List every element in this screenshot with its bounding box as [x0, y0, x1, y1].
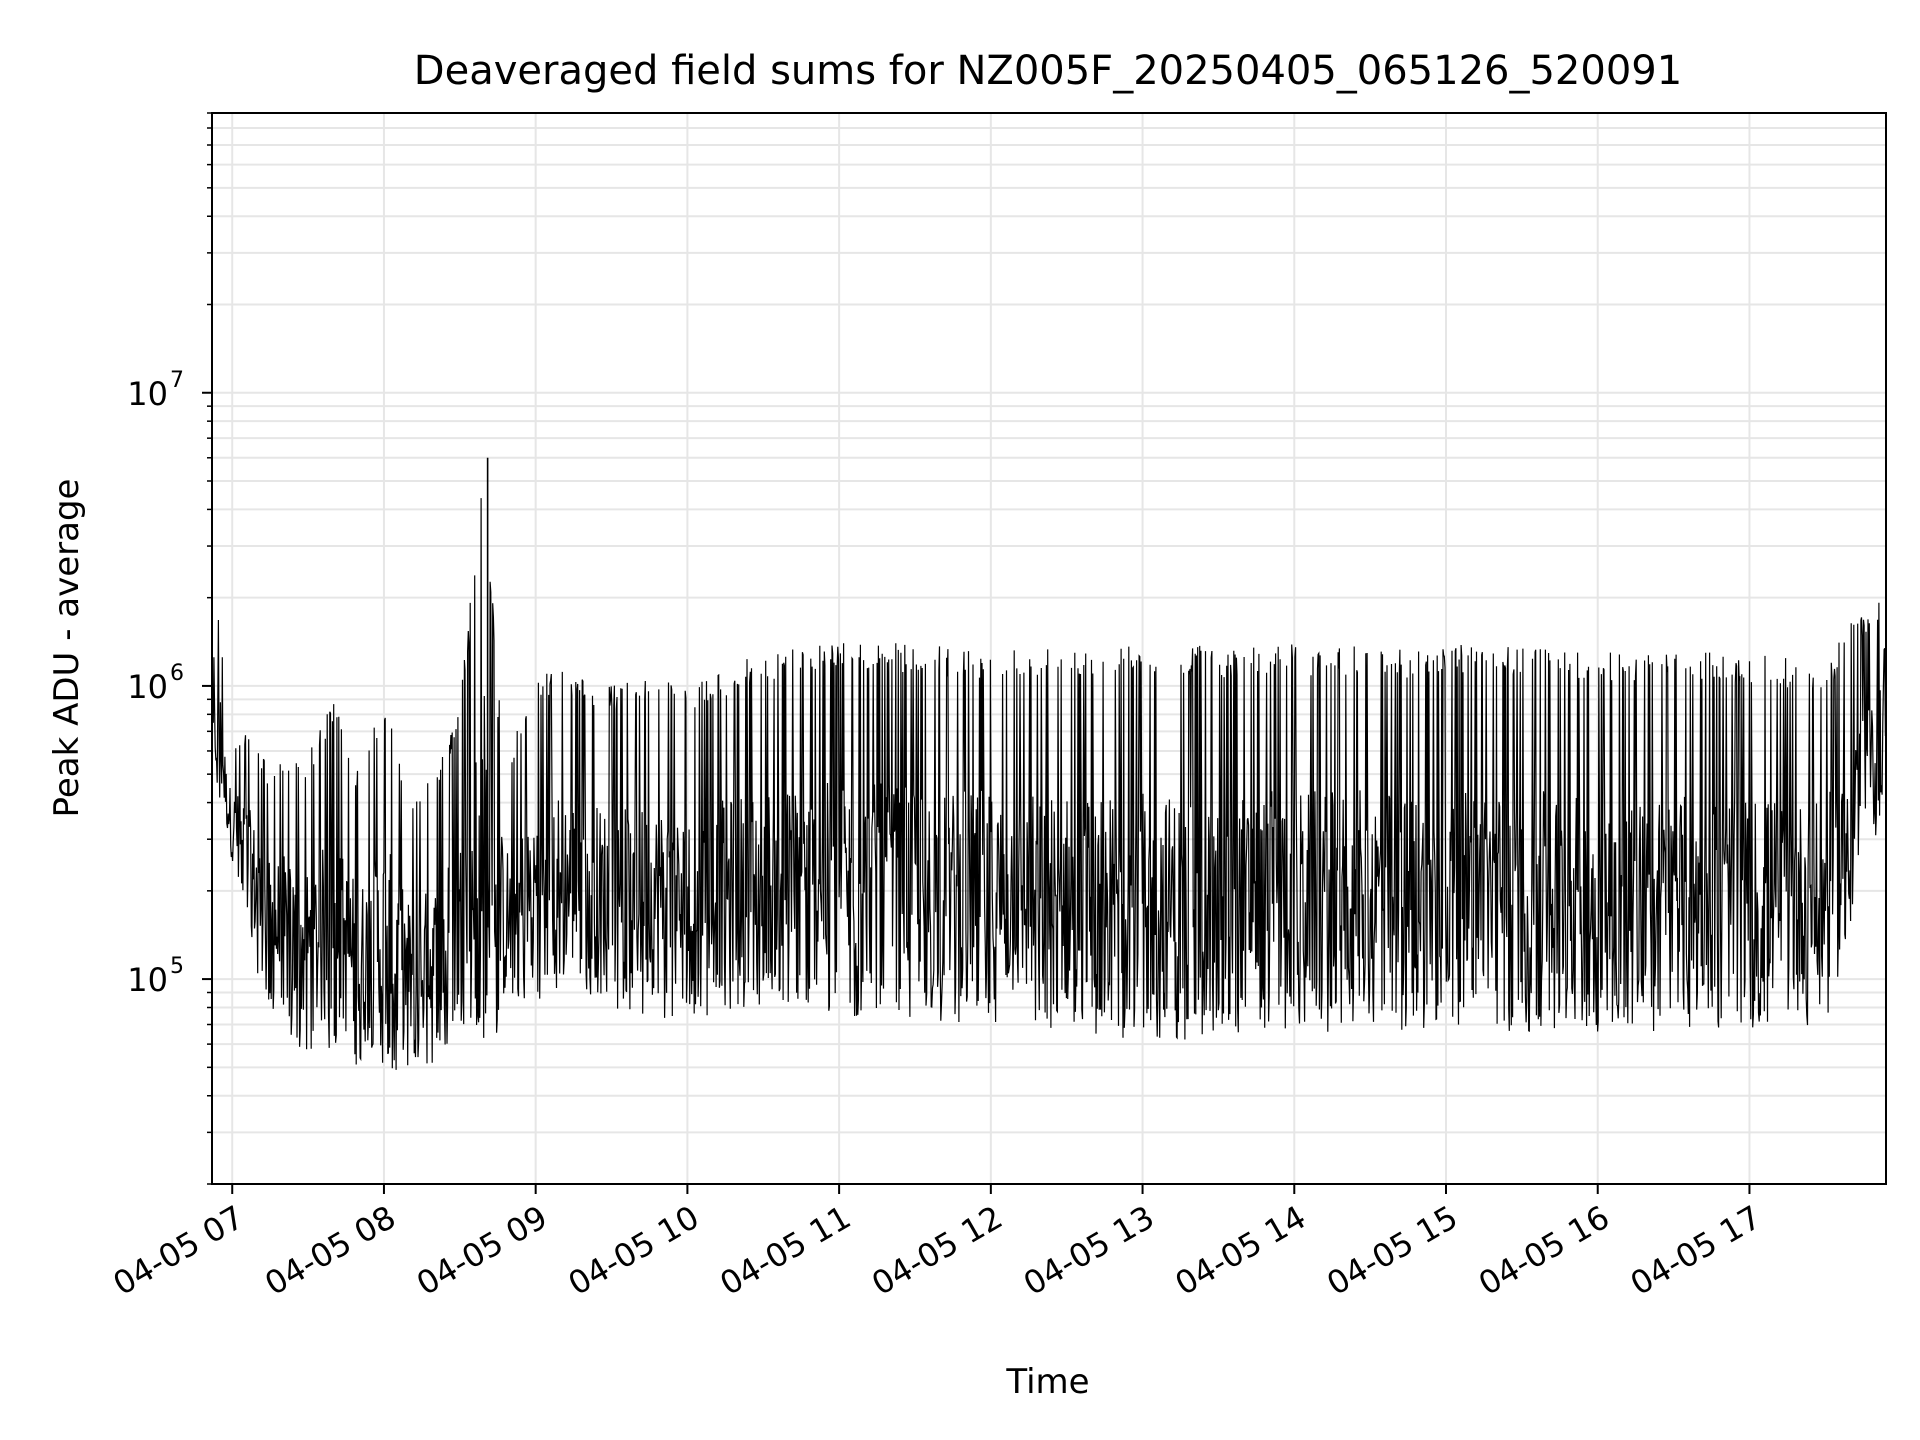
y-axis-label: Peak ADU - average — [47, 479, 87, 818]
series-line — [211, 457, 1887, 1070]
y-tick-label: 10 — [127, 961, 168, 999]
y-tick-label: 10 — [127, 375, 168, 413]
plot-area-frame — [211, 112, 1887, 1185]
y-tick-label-exponent: 7 — [170, 368, 184, 393]
y-tick-label-exponent: 5 — [170, 954, 184, 979]
y-tick-label-exponent: 6 — [170, 661, 184, 686]
y-tick-label: 10 — [127, 668, 168, 706]
x-axis-label: Time — [1005, 1362, 1089, 1402]
series-path — [211, 498, 1887, 1070]
chart-title: Deaveraged field sums for NZ005F_2025040… — [414, 48, 1682, 94]
grid-lines — [212, 112, 1886, 1185]
